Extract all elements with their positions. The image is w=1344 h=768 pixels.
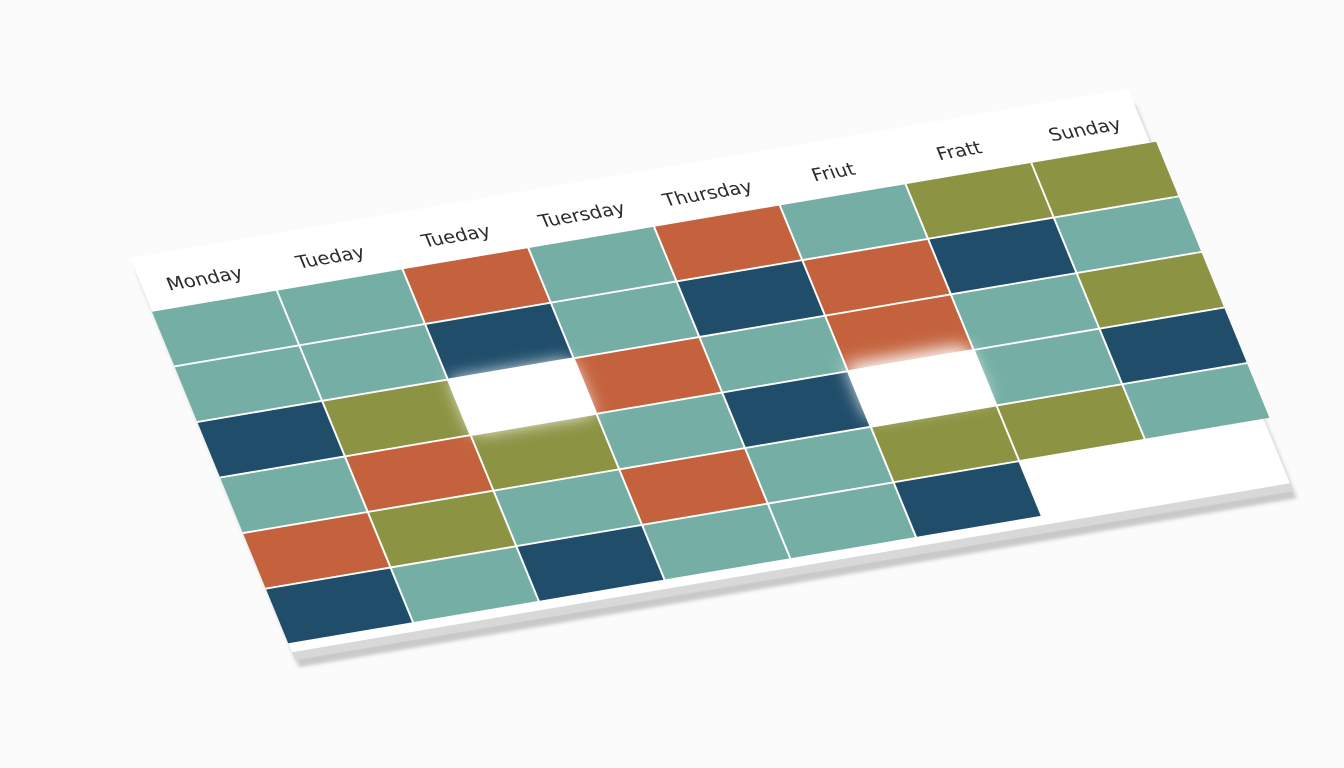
calendar-grid — [130, 89, 1270, 644]
weekly-calendar-board: Monday Tueday Tueday Tuersday Thursday Friut F… — [130, 89, 1290, 653]
